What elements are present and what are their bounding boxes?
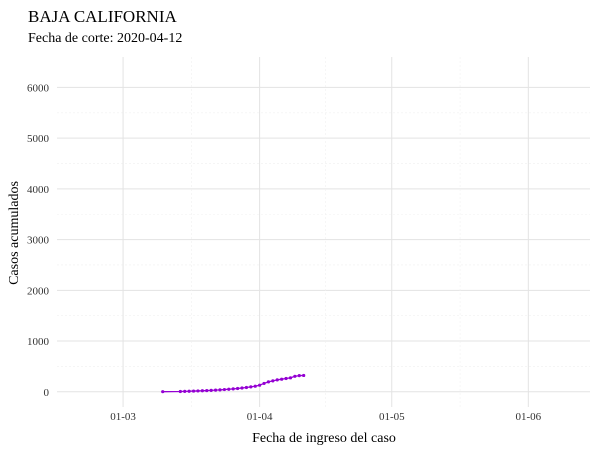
series — [161, 373, 306, 394]
y-tick-label: 0 — [44, 387, 50, 399]
x-tick-label: 01-03 — [110, 411, 136, 423]
x-axis-label: Fecha de ingreso del caso — [252, 431, 396, 446]
y-axis-ticks: 0 1000 2000 3000 4000 5000 6000 — [27, 82, 50, 398]
data-point — [258, 383, 262, 387]
chart-subtitle: Fecha de corte: 2020-04-12 — [28, 31, 182, 46]
data-point — [200, 389, 204, 393]
data-point — [196, 389, 200, 393]
chart-title: BAJA CALIFORNIA — [28, 7, 177, 26]
data-point — [275, 378, 279, 382]
data-point — [178, 389, 182, 394]
data-point — [280, 377, 284, 381]
x-tick-label: 01-04 — [247, 411, 273, 423]
data-point — [205, 388, 209, 393]
data-point — [297, 374, 301, 378]
data-point — [183, 389, 187, 393]
data-point — [271, 379, 275, 383]
data-point — [288, 376, 293, 380]
y-tick-label: 2000 — [27, 285, 50, 297]
data-point — [284, 376, 288, 381]
y-tick-label: 6000 — [27, 82, 50, 94]
data-point — [262, 381, 266, 386]
x-axis-ticks: 01-03 01-04 01-05 01-06 — [110, 411, 541, 423]
data-point — [227, 387, 231, 391]
y-tick-label: 1000 — [27, 336, 50, 348]
data-point — [222, 387, 226, 392]
data-point — [244, 385, 249, 390]
y-tick-label: 5000 — [27, 133, 50, 145]
data-point — [266, 380, 271, 384]
y-tick-label: 4000 — [27, 184, 50, 196]
data-point — [213, 388, 218, 392]
grid — [57, 57, 590, 407]
data-point — [209, 388, 213, 392]
data-point — [302, 373, 306, 378]
data-point — [231, 387, 235, 391]
data-point — [187, 389, 191, 393]
data-point — [191, 389, 196, 393]
y-tick-label: 3000 — [27, 235, 50, 247]
data-point — [240, 386, 244, 390]
data-point — [218, 388, 222, 392]
data-point — [236, 386, 240, 391]
y-axis-label: Casos acumulados — [7, 181, 22, 285]
data-point — [293, 374, 297, 378]
data-point — [161, 390, 165, 394]
data-point — [249, 385, 253, 389]
x-tick-label: 01-05 — [379, 411, 405, 423]
data-point — [253, 384, 257, 388]
x-tick-label: 01-06 — [515, 411, 541, 423]
